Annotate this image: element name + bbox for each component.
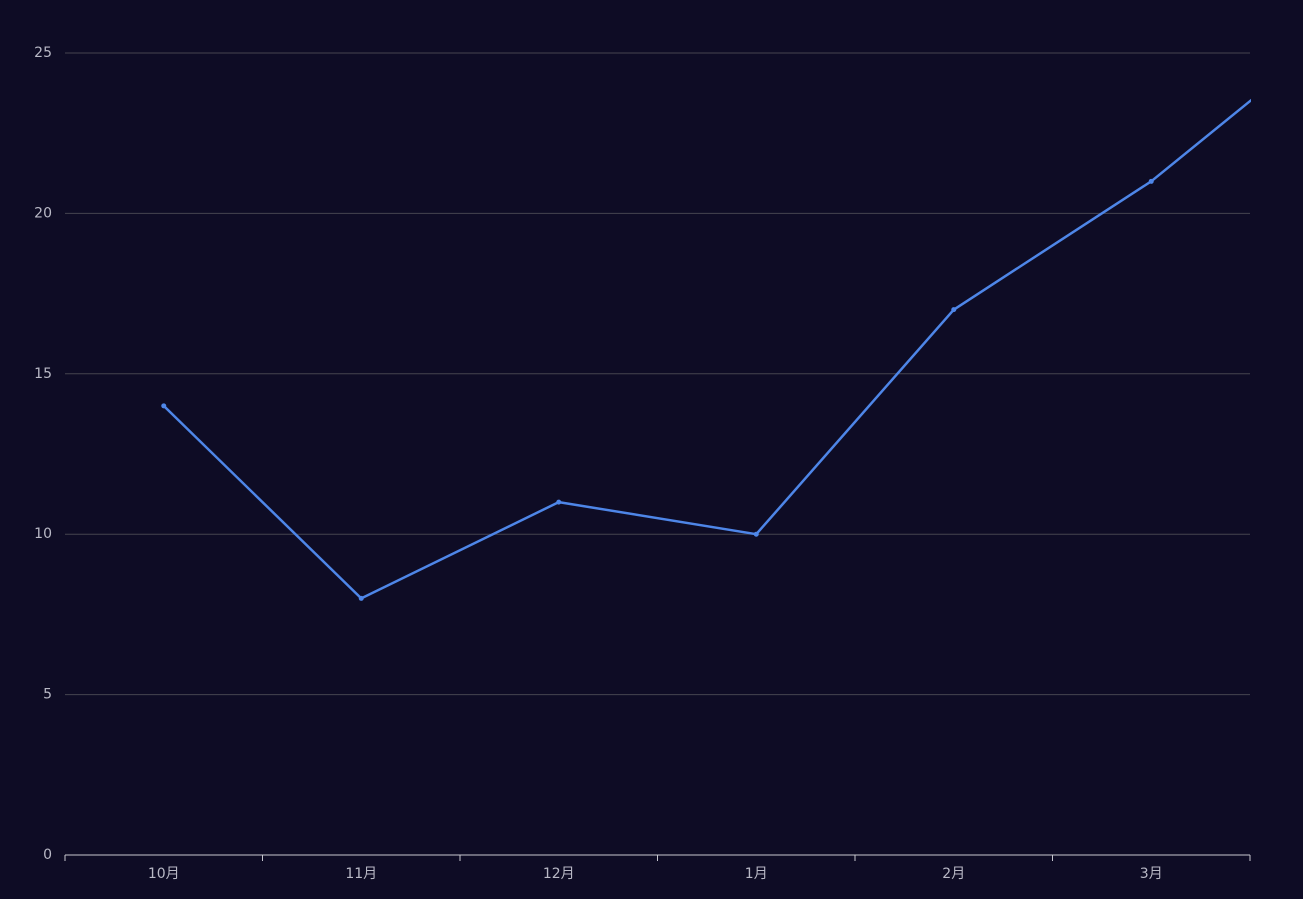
plot-area <box>161 98 1251 601</box>
x-tick-label: 11月 <box>345 866 377 882</box>
x-tick-label: 3月 <box>1140 866 1163 882</box>
y-tick-label: 0 <box>43 847 52 863</box>
x-tick-label: 10月 <box>148 866 180 882</box>
y-tick-label: 5 <box>43 687 52 703</box>
point <box>1148 178 1154 184</box>
y-tick-label: 25 <box>34 45 52 61</box>
point <box>358 595 364 601</box>
x-tick-label: 12月 <box>543 866 575 882</box>
point <box>161 403 167 409</box>
y-tick-label: 20 <box>34 205 52 221</box>
point <box>556 499 562 505</box>
y-tick-label: 10 <box>34 526 52 542</box>
line <box>162 98 1251 600</box>
x-tick-label: 1月 <box>745 866 768 882</box>
point <box>753 531 759 537</box>
y-tick-label: 15 <box>34 366 52 382</box>
x-tick-label: 2月 <box>942 866 965 882</box>
point <box>951 307 957 313</box>
